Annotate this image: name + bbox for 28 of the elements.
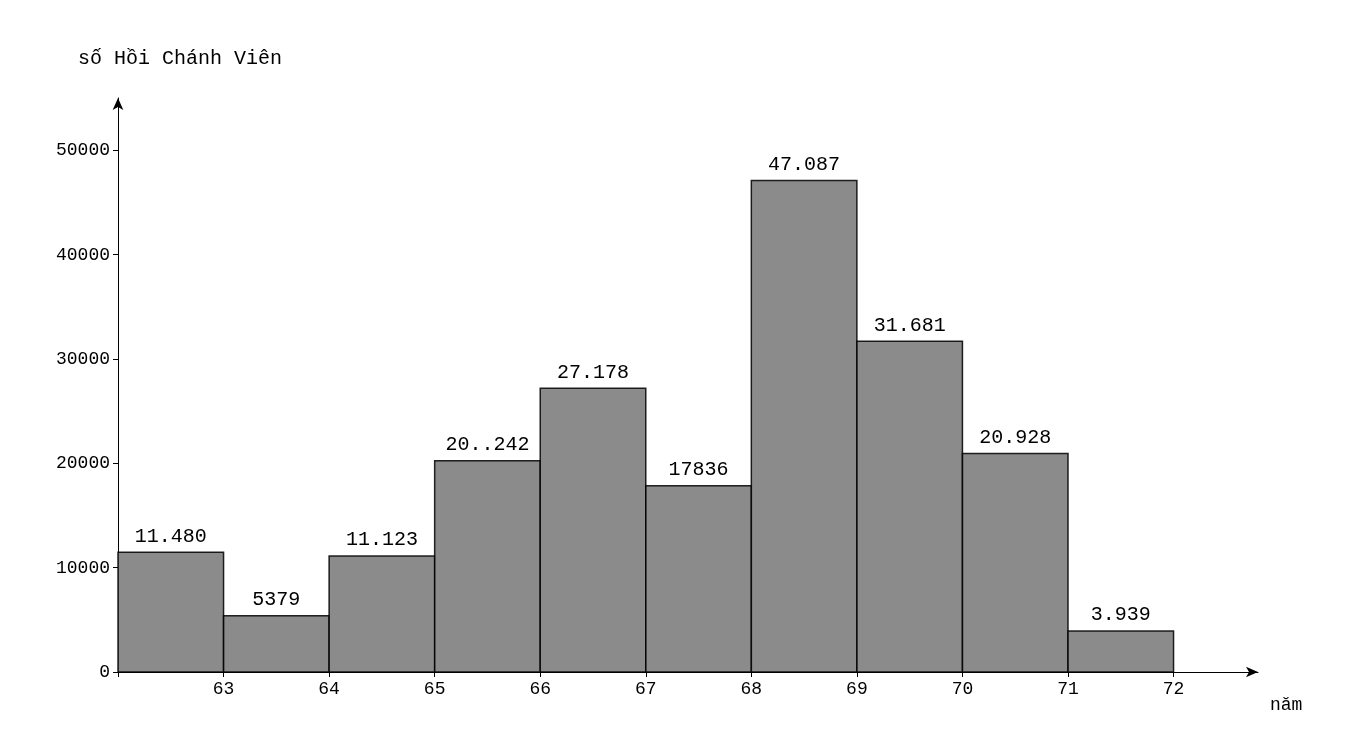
x-tick-label: 69 [846,679,868,699]
x-axis-title: năm [1270,695,1303,715]
x-tick-label: 67 [634,679,657,699]
data-label: 17836 [668,458,729,482]
x-tick-label: 65 [423,679,446,699]
data-label: 27.178 [556,360,630,384]
x-tick-label: 66 [529,679,552,699]
y-axis-title: số Hồi Chánh Viên [78,46,283,70]
y-tick-label: 30000 [55,348,110,369]
data-label: 11.480 [134,524,207,548]
data-label: 20.928 [979,426,1052,450]
data-label: 47.087 [768,153,841,177]
y-tick-label: 0 [99,662,110,682]
y-tick-label: 10000 [55,557,110,578]
data-label: 20..242 [445,433,530,457]
data-label: 11.123 [345,528,418,552]
x-tick-label: 71 [1057,679,1079,699]
x-tick-label: 63 [212,679,235,699]
data-label: 5379 [252,588,301,612]
data-label: 3.939 [1090,603,1151,627]
data-label: 31.681 [873,313,946,337]
x-tick-label: 70 [951,679,974,699]
y-tick-label: 40000 [55,244,110,265]
x-tick-label: 68 [740,679,763,699]
x-tick-label: 72 [1162,679,1185,699]
x-tick-label: 64 [318,679,340,699]
y-tick-label: 50000 [55,140,110,161]
y-tick-label: 20000 [55,453,110,474]
